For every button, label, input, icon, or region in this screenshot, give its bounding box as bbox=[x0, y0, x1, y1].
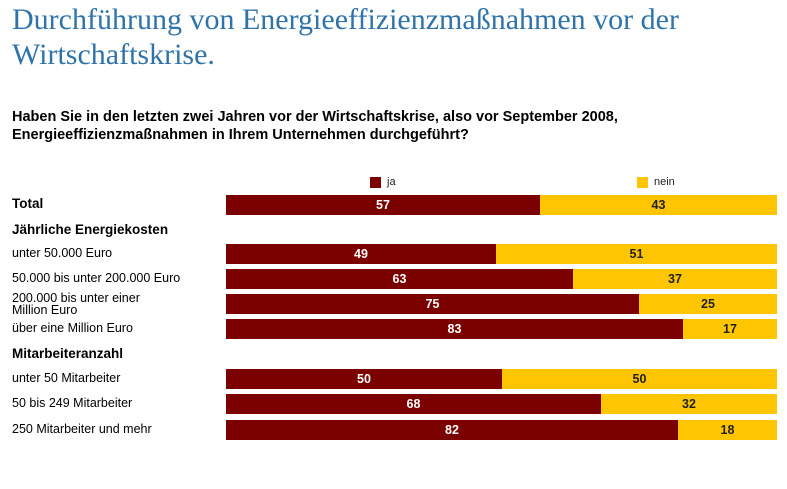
bar-nein: 51 bbox=[496, 244, 777, 264]
row-label: unter 50 Mitarbeiter bbox=[12, 371, 121, 385]
data-label: 57 bbox=[376, 198, 390, 212]
bar-ja: 57 bbox=[226, 195, 540, 215]
data-label: 43 bbox=[651, 198, 666, 212]
legend-ja: ja bbox=[370, 176, 396, 188]
bar-ja: 75 bbox=[226, 294, 639, 314]
row-label: 200.000 bis unter einer Million Euro bbox=[12, 291, 140, 317]
row-label: unter 50.000 Euro bbox=[12, 246, 113, 260]
bar-ja: 68 bbox=[226, 394, 601, 414]
bar-nein: 32 bbox=[601, 394, 777, 414]
data-label: 82 bbox=[445, 423, 459, 437]
bar-nein: 25 bbox=[639, 294, 777, 314]
bar-nein: 17 bbox=[683, 319, 777, 339]
bar-ja: 50 bbox=[226, 369, 502, 389]
legend-label-ja: ja bbox=[387, 176, 396, 188]
data-label: 83 bbox=[447, 322, 462, 336]
legend-label-nein: nein bbox=[654, 176, 675, 188]
data-label: 17 bbox=[723, 322, 737, 336]
question-line-2: Energieeffizienzmaßnahmen in Ihrem Unter… bbox=[12, 127, 469, 143]
row-label: über eine Million Euro bbox=[12, 321, 133, 335]
bar-ja: 49 bbox=[226, 244, 496, 264]
data-label: 51 bbox=[629, 247, 644, 261]
bar-ja: 63 bbox=[226, 269, 573, 289]
survey-question: Haben Sie in den letzten zwei Jahren vor… bbox=[12, 108, 618, 144]
data-label: 32 bbox=[682, 397, 696, 411]
bar-nein: 50 bbox=[502, 369, 777, 389]
data-label: 18 bbox=[720, 423, 735, 437]
data-label: 37 bbox=[668, 272, 682, 286]
legend-swatch-nein bbox=[637, 176, 648, 188]
question-line-1: Haben Sie in den letzten zwei Jahren vor… bbox=[12, 109, 618, 125]
row-label: 50 bis 249 Mitarbeiter bbox=[12, 396, 133, 410]
data-label: 63 bbox=[392, 272, 407, 286]
bar-ja: 82 bbox=[226, 420, 678, 440]
row-label: 50.000 bis unter 200.000 Euro bbox=[12, 271, 181, 285]
row-label: Total bbox=[12, 196, 44, 211]
data-label: 50 bbox=[357, 372, 371, 386]
group-heading: Mitarbeiteranzahl bbox=[12, 346, 124, 361]
bar-nein: 18 bbox=[678, 420, 777, 440]
row-label: 250 Mitarbeiter und mehr bbox=[12, 422, 152, 436]
group-heading: Jährliche Energiekosten bbox=[12, 222, 169, 237]
data-label: 68 bbox=[406, 397, 421, 411]
bar-ja: 83 bbox=[226, 319, 683, 339]
bar-nein: 37 bbox=[573, 269, 777, 289]
data-label: 75 bbox=[425, 297, 440, 311]
legend-swatch-ja bbox=[370, 176, 381, 188]
data-label: 50 bbox=[632, 372, 647, 386]
page-title: Durchführung von Energieeffizienzmaßnahm… bbox=[12, 3, 679, 71]
data-label: 25 bbox=[701, 297, 715, 311]
bar-nein: 43 bbox=[540, 195, 777, 215]
data-label: 49 bbox=[354, 247, 368, 261]
legend-nein: nein bbox=[637, 176, 675, 188]
